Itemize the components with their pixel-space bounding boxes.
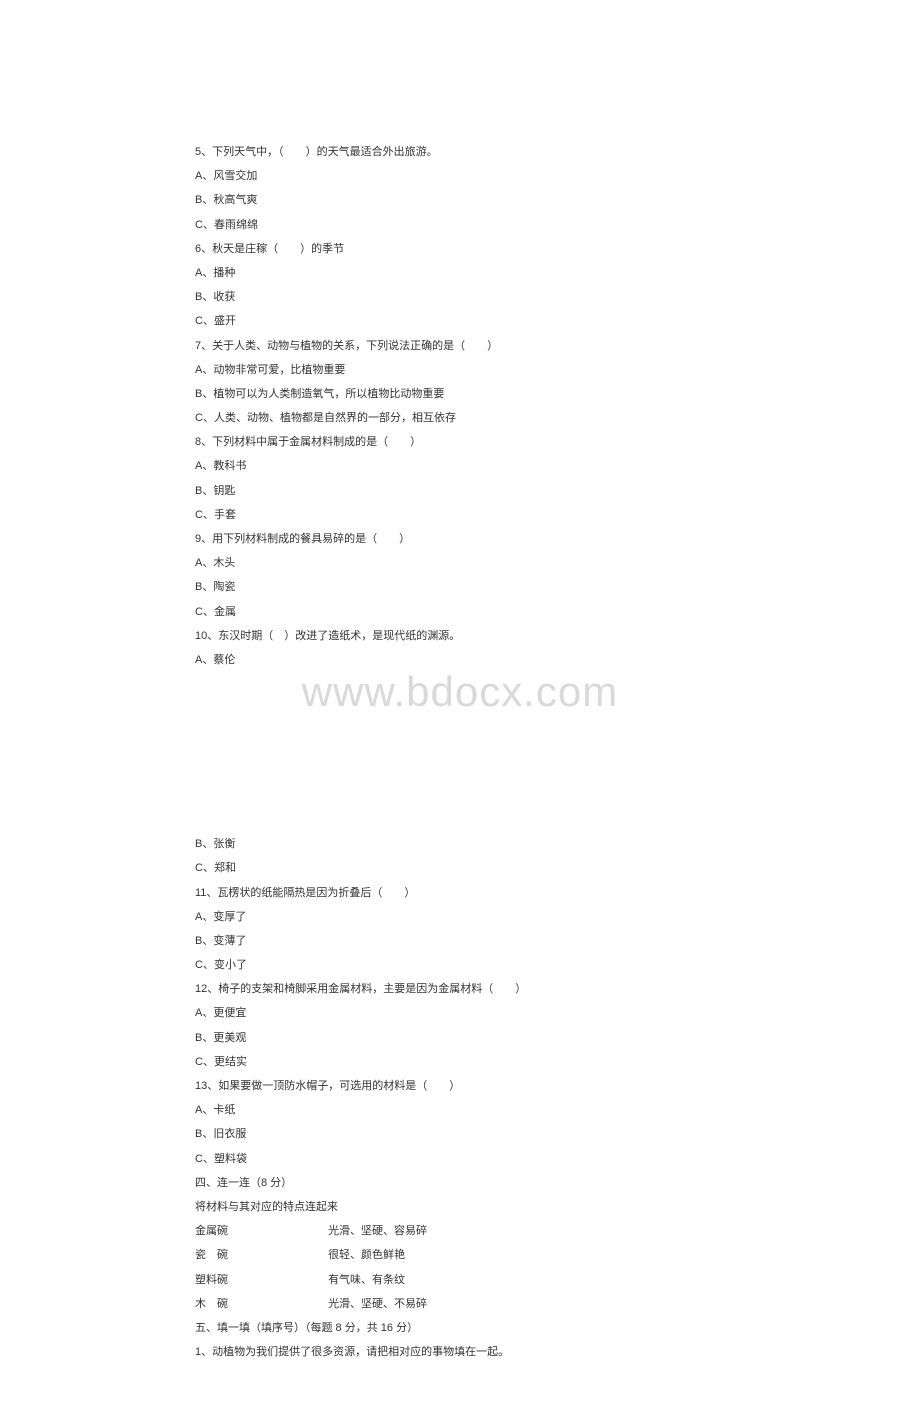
- q10-stem: 10、东汉时期（ ）改进了造纸术，是现代纸的渊源。: [195, 624, 725, 648]
- q13-option-b: B、旧衣服: [195, 1122, 725, 1146]
- q9-option-c: C、金属: [195, 600, 725, 624]
- q6-option-c: C、盛开: [195, 309, 725, 333]
- page-1: 5、下列天气中，（ ）的天气最适合外出旅游。 A、风雪交加 B、秋高气爽 C、春…: [0, 0, 920, 732]
- q5-option-c: C、春雨绵绵: [195, 213, 725, 237]
- match-row: 瓷 碗 很轻、颜色鲜艳: [195, 1243, 725, 1267]
- document-content: 5、下列天气中，（ ）的天气最适合外出旅游。 A、风雪交加 B、秋高气爽 C、春…: [0, 0, 920, 1424]
- section5-q1: 1、动植物为我们提供了很多资源，请把相对应的事物填在一起。: [195, 1340, 725, 1364]
- q10-option-c: C、郑和: [195, 856, 725, 880]
- match-right: 有气味、有条纹: [328, 1274, 405, 1286]
- q12-option-c: C、更结实: [195, 1050, 725, 1074]
- q5-option-a: A、风雪交加: [195, 164, 725, 188]
- q9-stem: 9、用下列材料制成的餐具易碎的是（ ）: [195, 527, 725, 551]
- q12-option-a: A、更便宜: [195, 1001, 725, 1025]
- q8-option-c: C、手套: [195, 503, 725, 527]
- match-right: 光滑、坚硬、容易碎: [328, 1225, 427, 1237]
- q11-option-b: B、变薄了: [195, 929, 725, 953]
- q13-stem: 13、如果要做一顶防水帽子，可选用的材料是（ ）: [195, 1074, 725, 1098]
- match-left: 木 碗: [195, 1292, 325, 1316]
- q9-option-a: A、木头: [195, 551, 725, 575]
- q6-option-a: A、播种: [195, 261, 725, 285]
- match-row: 金属碗 光滑、坚硬、容易碎: [195, 1219, 725, 1243]
- q6-stem: 6、秋天是庄稼（ ）的季节: [195, 237, 725, 261]
- q11-option-a: A、变厚了: [195, 905, 725, 929]
- q12-option-b: B、更美观: [195, 1026, 725, 1050]
- section4-instruction: 将材料与其对应的特点连起来: [195, 1195, 725, 1219]
- q13-option-a: A、卡纸: [195, 1098, 725, 1122]
- q7-option-b: B、植物可以为人类制造氧气，所以植物比动物重要: [195, 382, 725, 406]
- section4-title: 四、连一连（8 分）: [195, 1171, 725, 1195]
- q8-option-b: B、钥匙: [195, 479, 725, 503]
- q11-stem: 11、瓦楞状的纸能隔热是因为折叠后（ ）: [195, 881, 725, 905]
- q11-option-c: C、变小了: [195, 953, 725, 977]
- q7-option-a: A、动物非常可爱，比植物重要: [195, 358, 725, 382]
- q10-option-b: B、张衡: [195, 832, 725, 856]
- q7-stem: 7、关于人类、动物与植物的关系，下列说法正确的是（ ）: [195, 334, 725, 358]
- q5-option-b: B、秋高气爽: [195, 188, 725, 212]
- section5-title: 五、填一填（填序号）（每题 8 分，共 16 分）: [195, 1316, 725, 1340]
- q12-stem: 12、椅子的支架和椅脚采用金属材料，主要是因为金属材料（ ）: [195, 977, 725, 1001]
- q7-option-c: C、人类、动物、植物都是自然界的一部分，相互依存: [195, 406, 725, 430]
- q8-option-a: A、教科书: [195, 454, 725, 478]
- page-2: B、张衡 C、郑和 11、瓦楞状的纸能隔热是因为折叠后（ ） A、变厚了 B、变…: [0, 732, 920, 1424]
- match-right: 光滑、坚硬、不易碎: [328, 1298, 427, 1310]
- q13-option-c: C、塑料袋: [195, 1147, 725, 1171]
- q10-option-a: A、蔡伦: [195, 648, 725, 672]
- q6-option-b: B、收获: [195, 285, 725, 309]
- q5-stem: 5、下列天气中，（ ）的天气最适合外出旅游。: [195, 140, 725, 164]
- match-row: 塑料碗 有气味、有条纹: [195, 1268, 725, 1292]
- match-row: 木 碗 光滑、坚硬、不易碎: [195, 1292, 725, 1316]
- q9-option-b: B、陶瓷: [195, 575, 725, 599]
- match-left: 塑料碗: [195, 1268, 325, 1292]
- q8-stem: 8、下列材料中属于金属材料制成的是（ ）: [195, 430, 725, 454]
- match-left: 金属碗: [195, 1219, 325, 1243]
- match-right: 很轻、颜色鲜艳: [328, 1249, 405, 1261]
- match-left: 瓷 碗: [195, 1243, 325, 1267]
